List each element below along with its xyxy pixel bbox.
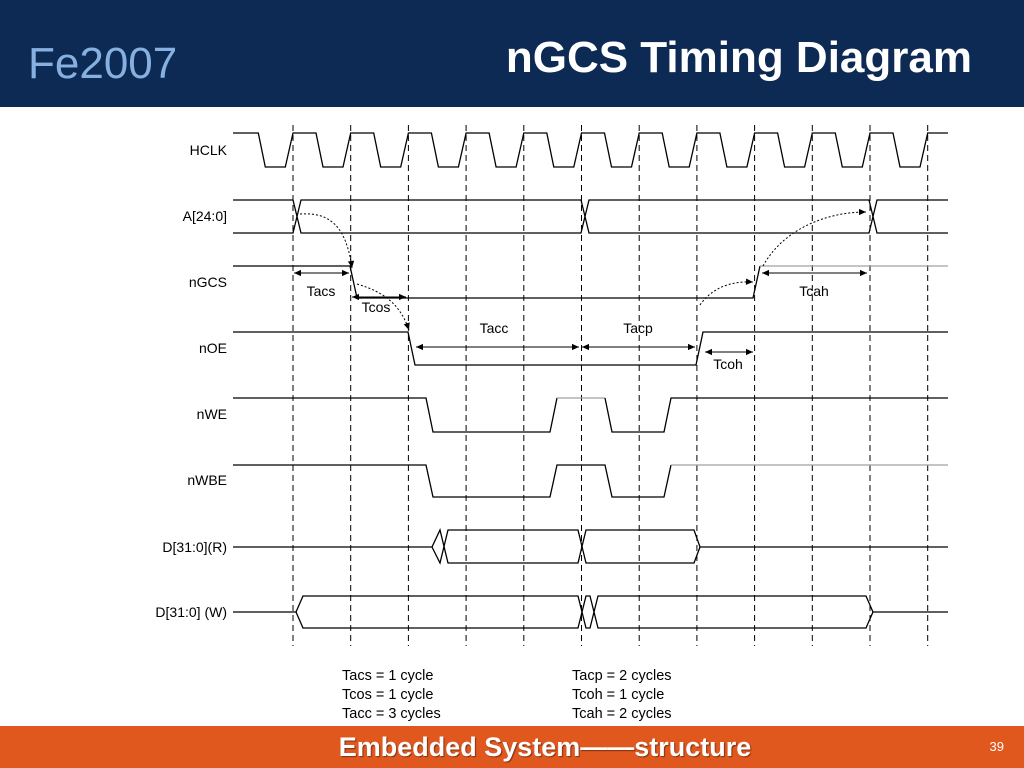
signal-label-nwe: nWE (197, 406, 227, 422)
legend-line: Tcah = 2 cycles (572, 706, 672, 722)
signal-label-data-read: D[31:0](R) (162, 539, 227, 555)
interval-label-tacp: Tacp (623, 320, 653, 336)
clock-edge-guides (292, 125, 929, 646)
noe-to-ngcs-dependency-arrow (699, 278, 754, 306)
interval-label-tcoh: Tcoh (713, 356, 743, 372)
signal-label-data-write: D[31:0] (W) (155, 604, 227, 620)
slide-footer: Embedded System——structure 39 (0, 726, 1024, 768)
signal-label-nwbe: nWBE (187, 472, 227, 488)
nwe-waveform (604, 397, 948, 433)
signal-label-ngcs: nGCS (189, 274, 227, 290)
nwe-waveform (233, 397, 558, 433)
interval-labels: Tacs Tcos Tacc Tacp Tcoh Tcah (307, 283, 829, 372)
legend-line: Tcos = 1 cycle (342, 687, 433, 703)
slide-title: nGCS Timing Diagram (505, 33, 972, 82)
interval-label-tacc: Tacc (480, 320, 509, 336)
noe-waveform (233, 331, 948, 366)
data-write-bus-waveform (233, 595, 948, 629)
signal-label-addr: A[24:0] (183, 208, 227, 224)
signal-label-noe: nOE (199, 340, 227, 356)
addr-bus-waveform (233, 199, 948, 234)
legend-line: Tacc = 3 cycles (342, 706, 441, 722)
interval-label-tcos: Tcos (362, 299, 391, 315)
data-read-bus-waveform (431, 529, 701, 565)
signal-labels: HCLK A[24:0] nGCS nOE nWE nWBE D[31:0](R… (155, 142, 227, 620)
interval-label-tacs: Tacs (307, 283, 336, 299)
timing-legend: Tacs = 1 cycle Tcos = 1 cycle Tacc = 3 c… (342, 668, 672, 722)
page-number: 39 (989, 739, 1004, 754)
legend-line: Tacs = 1 cycle (342, 668, 433, 684)
signal-waveforms (233, 132, 948, 629)
course-label: Fe2007 (28, 39, 178, 88)
ngcs-to-noe-dependency-arrow (356, 283, 410, 331)
footer-title: Embedded System——structure (338, 732, 752, 762)
hclk-waveform (233, 132, 948, 168)
data-read-bus-waveform (233, 528, 948, 564)
data-write-bus-waveform (295, 595, 874, 629)
legend-line: Tacp = 2 cycles (572, 668, 672, 684)
timing-arrows (294, 208, 867, 356)
nwbe-waveform (233, 464, 672, 498)
addr-to-ngcs-dependency-arrow (299, 213, 355, 269)
addr-bus-waveform (233, 199, 948, 234)
legend-line: Tcoh = 1 cycle (572, 687, 664, 703)
timing-diagram: HCLK A[24:0] nGCS nOE nWE nWBE D[31:0](R… (155, 125, 948, 722)
slide-header: Fe2007 nGCS Timing Diagram (0, 0, 1024, 107)
ngcs-to-addr-dependency-arrow (762, 208, 867, 267)
signal-label-hclk: HCLK (190, 142, 228, 158)
interval-label-tcah: Tcah (799, 283, 829, 299)
